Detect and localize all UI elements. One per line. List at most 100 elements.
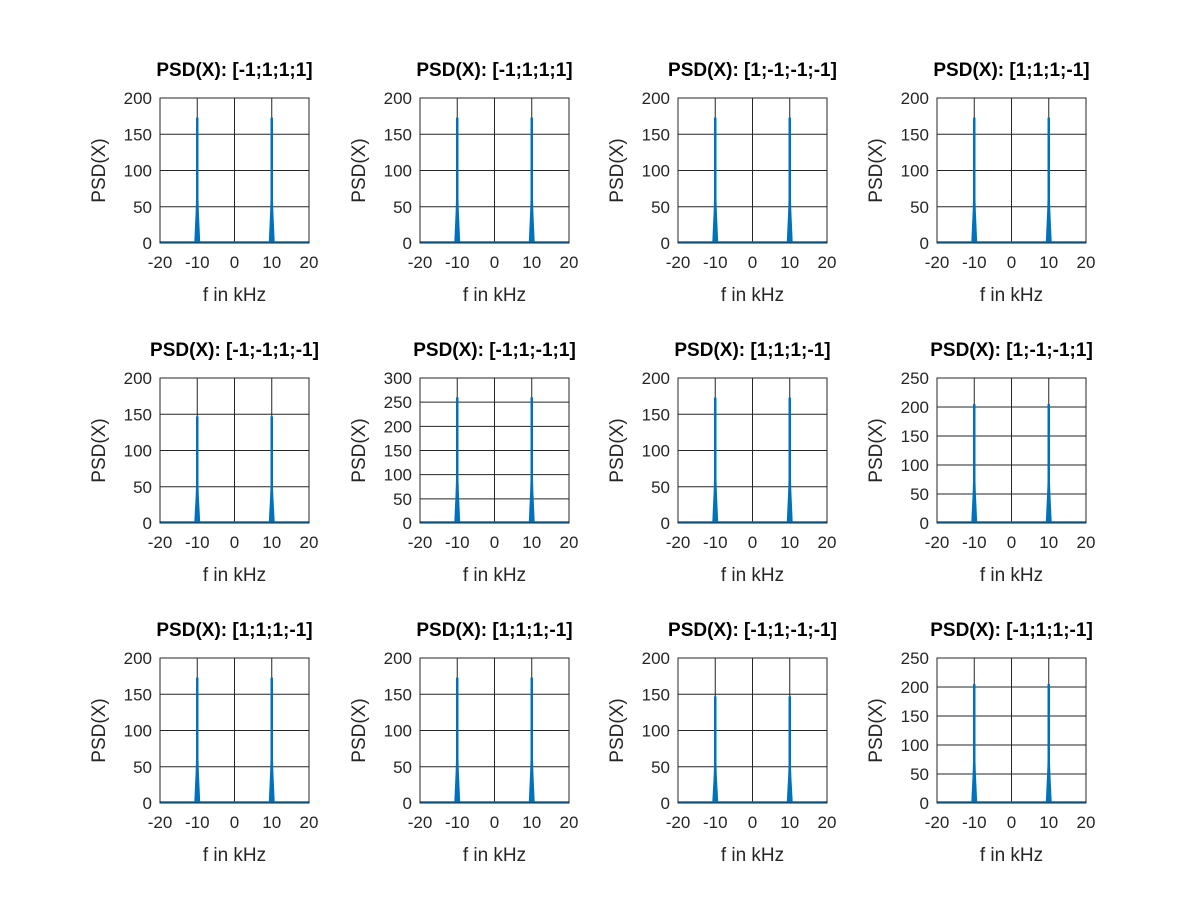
x-tick-label: 0 (230, 253, 239, 272)
x-tick-label: 10 (262, 533, 281, 552)
x-tick-label: 10 (1039, 253, 1058, 272)
x-tick-label: -10 (703, 533, 728, 552)
y-tick-label: 0 (920, 234, 929, 253)
x-tick-label: 10 (522, 813, 541, 832)
y-tick-label: 50 (651, 478, 670, 497)
y-tick-label: 0 (143, 794, 152, 813)
x-tick-label: 0 (490, 533, 499, 552)
y-axis-label: PSD(X) (349, 418, 370, 482)
subplot-title: PSD(X): [1;-1;-1;-1] (668, 60, 837, 81)
subplot-title: PSD(X): [-1;1;-1;1] (413, 340, 576, 361)
y-tick-label: 200 (642, 89, 670, 108)
y-tick-label: 0 (661, 234, 670, 253)
y-tick-label: 100 (642, 442, 670, 461)
x-tick-label: 0 (748, 533, 757, 552)
y-tick-label: 50 (133, 758, 152, 777)
subplot-title: PSD(X): [1;-1;-1;1] (930, 340, 1093, 361)
axes-box (159, 377, 310, 524)
y-tick-label: 0 (920, 514, 929, 533)
y-tick-label: 200 (901, 678, 929, 697)
x-axis-label: f in kHz (463, 845, 526, 866)
x-tick-label: -20 (666, 533, 691, 552)
x-tick-label: 20 (300, 813, 319, 832)
x-tick-label: -20 (148, 253, 173, 272)
x-tick-label: 20 (818, 813, 837, 832)
y-tick-label: 150 (642, 405, 670, 424)
x-tick-label: -20 (925, 813, 950, 832)
x-tick-label: 10 (780, 533, 799, 552)
y-tick-label: 50 (910, 765, 929, 784)
y-axis-label: PSD(X) (89, 418, 110, 482)
y-tick-label: 50 (393, 758, 412, 777)
x-tick-label: 10 (522, 533, 541, 552)
x-tick-label: 0 (230, 813, 239, 832)
y-tick-label: 0 (403, 514, 412, 533)
axes-box (936, 657, 1087, 804)
y-tick-label: 50 (393, 198, 412, 217)
x-axis-label: f in kHz (203, 845, 266, 866)
y-tick-label: 100 (901, 736, 929, 755)
x-axis-label: f in kHz (980, 845, 1043, 866)
y-tick-label: 150 (901, 125, 929, 144)
y-axis-label: PSD(X) (607, 138, 628, 202)
x-tick-label: -10 (703, 813, 728, 832)
x-tick-label: 20 (560, 813, 579, 832)
x-tick-label: 0 (230, 533, 239, 552)
y-tick-label: 0 (920, 794, 929, 813)
y-tick-label: 0 (143, 514, 152, 533)
y-tick-label: 150 (124, 405, 152, 424)
y-tick-label: 100 (124, 442, 152, 461)
x-tick-label: -20 (925, 533, 950, 552)
y-tick-label: 200 (384, 417, 412, 436)
x-tick-label: 0 (748, 813, 757, 832)
y-tick-label: 50 (910, 198, 929, 217)
y-tick-label: 150 (901, 707, 929, 726)
x-tick-label: 20 (300, 533, 319, 552)
axes-box (936, 97, 1087, 244)
y-tick-label: 150 (384, 125, 412, 144)
x-axis-label: f in kHz (463, 285, 526, 306)
subplot-title: PSD(X): [1;1;1;-1] (933, 60, 1089, 81)
subplot-title: PSD(X): [-1;1;1;1] (416, 60, 572, 81)
x-tick-label: 20 (300, 253, 319, 272)
x-axis-label: f in kHz (980, 285, 1043, 306)
y-tick-label: 200 (384, 89, 412, 108)
y-tick-label: 150 (384, 685, 412, 704)
y-tick-label: 150 (642, 125, 670, 144)
x-tick-label: 10 (780, 253, 799, 272)
y-tick-label: 100 (901, 456, 929, 475)
x-tick-label: -20 (148, 813, 173, 832)
y-axis-label: PSD(X) (866, 138, 887, 202)
x-tick-label: 0 (748, 253, 757, 272)
subplot-title: PSD(X): [-1;-1;1;-1] (150, 340, 319, 361)
x-axis-label: f in kHz (463, 565, 526, 586)
x-tick-label: -20 (408, 533, 433, 552)
x-tick-label: -10 (185, 813, 210, 832)
x-tick-label: -20 (925, 253, 950, 272)
y-tick-label: 200 (124, 649, 152, 668)
y-tick-label: 250 (901, 649, 929, 668)
x-tick-label: -10 (962, 253, 987, 272)
x-tick-label: 20 (1077, 813, 1096, 832)
y-tick-label: 50 (910, 485, 929, 504)
x-tick-label: -10 (445, 813, 470, 832)
y-tick-label: 100 (901, 162, 929, 181)
subplot-title: PSD(X): [1;1;1;-1] (416, 620, 572, 641)
y-axis-label: PSD(X) (866, 418, 887, 482)
y-tick-label: 50 (133, 478, 152, 497)
y-axis-label: PSD(X) (607, 418, 628, 482)
axes-box (677, 377, 828, 524)
y-tick-label: 150 (384, 442, 412, 461)
x-axis-label: f in kHz (203, 565, 266, 586)
y-tick-label: 100 (124, 162, 152, 181)
x-tick-label: 20 (818, 533, 837, 552)
y-tick-label: 150 (124, 685, 152, 704)
x-tick-label: 10 (262, 813, 281, 832)
y-tick-label: 0 (661, 514, 670, 533)
x-tick-label: 20 (560, 533, 579, 552)
